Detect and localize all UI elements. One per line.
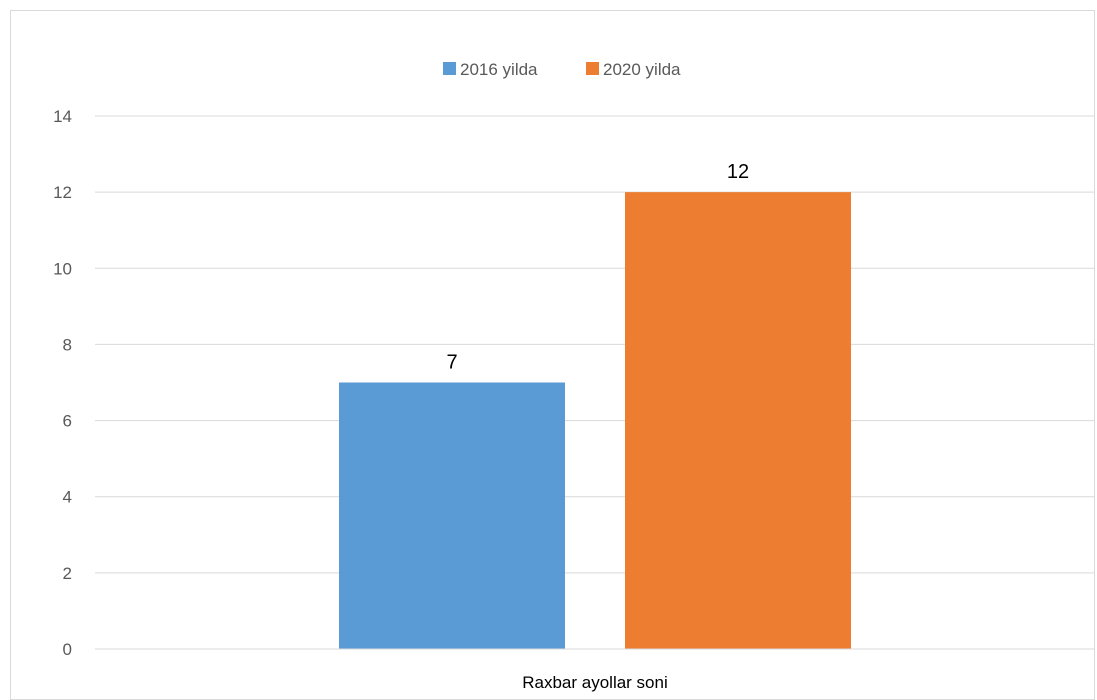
legend-swatch xyxy=(586,62,599,75)
legend-entry: 2020 yilda xyxy=(603,60,681,79)
data-label: 7 xyxy=(446,352,457,374)
legend-entry: 2016 yilda xyxy=(460,60,538,79)
bar xyxy=(625,192,851,649)
y-tick-label: 10 xyxy=(53,259,72,278)
legend: 2016 yilda 2020 yilda xyxy=(443,60,681,79)
data-label: 12 xyxy=(727,161,749,183)
x-axis: Raxbar ayollar soni xyxy=(95,648,1095,692)
y-tick-label: 4 xyxy=(63,488,72,507)
bar-series xyxy=(339,192,851,649)
y-tick-label: 12 xyxy=(53,183,72,202)
y-tick-label: 6 xyxy=(63,412,72,431)
legend-swatch xyxy=(443,62,456,75)
x-category-label: Raxbar ayollar soni xyxy=(522,673,668,692)
y-tick-label: 2 xyxy=(63,564,72,583)
y-axis-ticks: 0 2 4 6 8 10 12 14 xyxy=(53,107,72,659)
y-tick-label: 8 xyxy=(63,335,72,354)
y-tick-label: 0 xyxy=(63,640,72,659)
bar xyxy=(339,382,565,649)
gridlines xyxy=(95,115,1095,574)
data-labels: 7 12 xyxy=(446,161,749,373)
y-tick-label: 14 xyxy=(53,107,72,126)
